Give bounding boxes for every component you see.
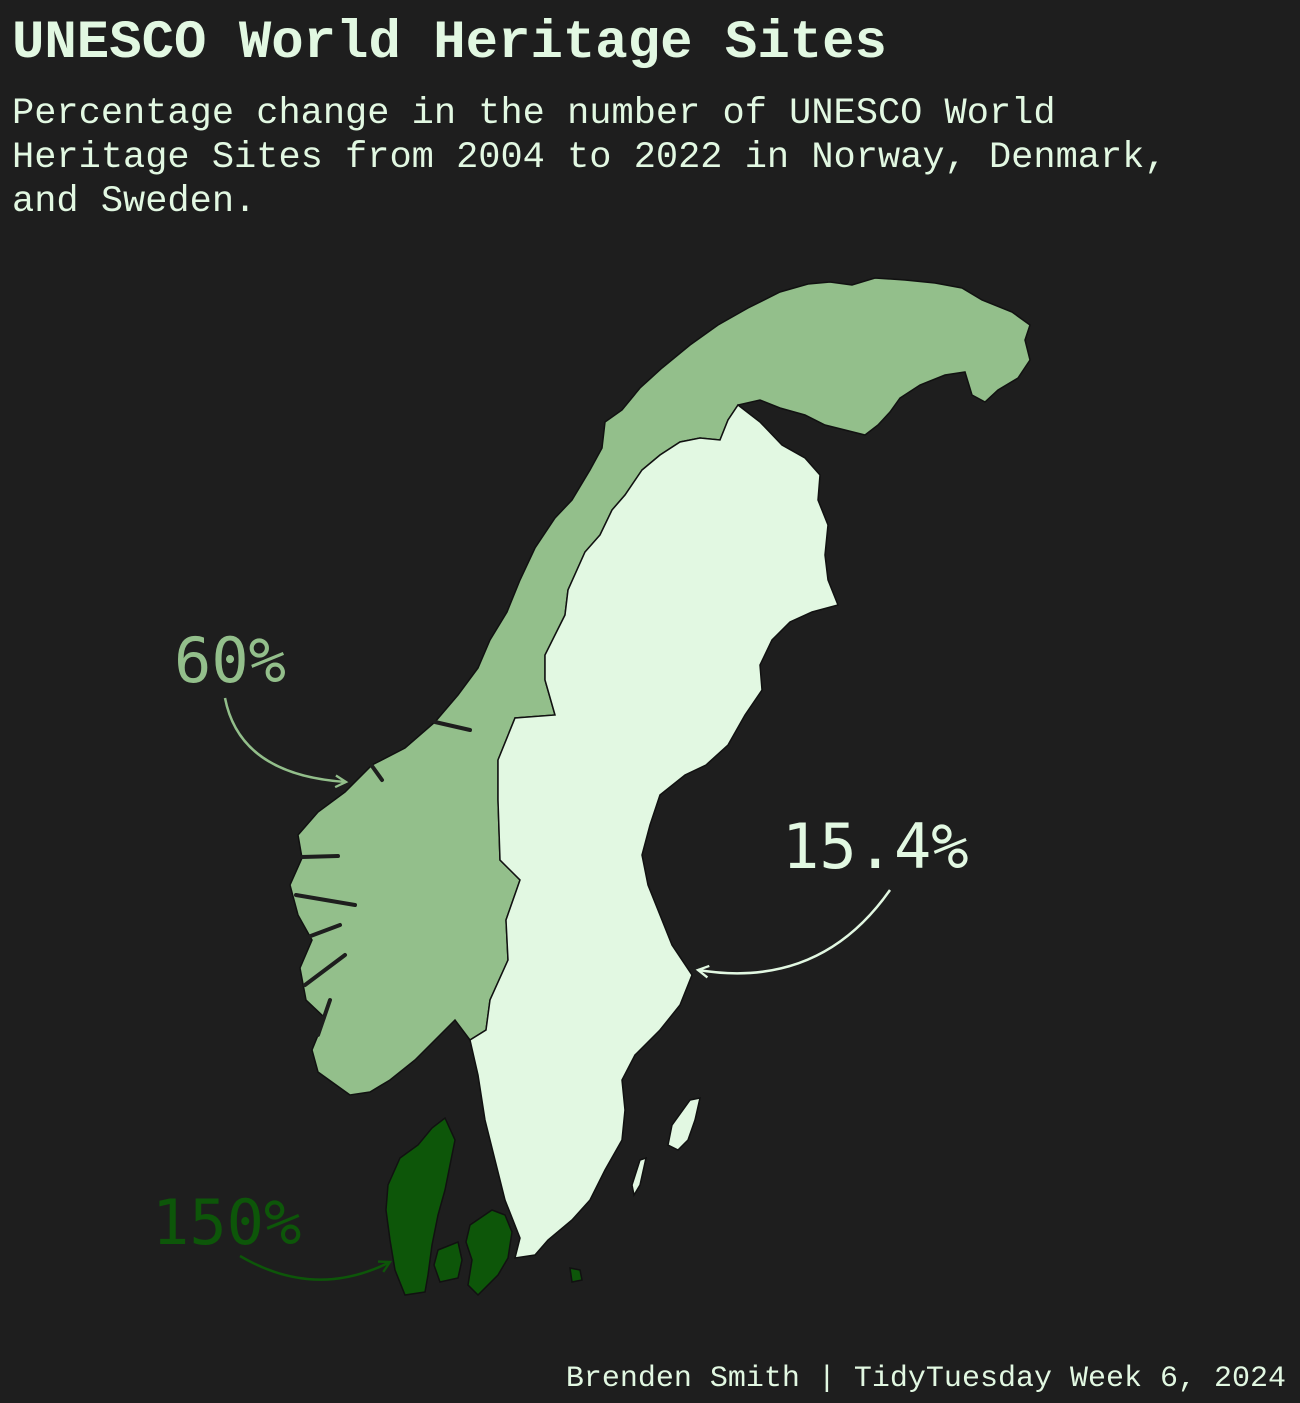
island-oland [631,1156,648,1198]
island-funen [433,1240,463,1283]
label-denmark: 150% [152,1186,301,1259]
label-sweden: 15.4% [782,810,969,883]
island-zealand [465,1209,513,1297]
island-bornholm [569,1267,583,1283]
page-title: UNESCO World Heritage Sites [12,13,887,74]
label-norway: 60% [174,624,286,697]
caption: Brenden Smith | TidyTuesday Week 6, 2024 [565,1362,1286,1396]
arrow-sweden [698,889,892,973]
country-denmark [385,1116,456,1296]
island-gotland [667,1097,701,1151]
country-sweden [469,403,840,1259]
arrow-norway [223,697,346,782]
norway-fjords [294,720,472,1037]
arrow-denmark [239,1254,390,1281]
page-subtitle: Percentage change in the number of UNESC… [12,93,1167,223]
